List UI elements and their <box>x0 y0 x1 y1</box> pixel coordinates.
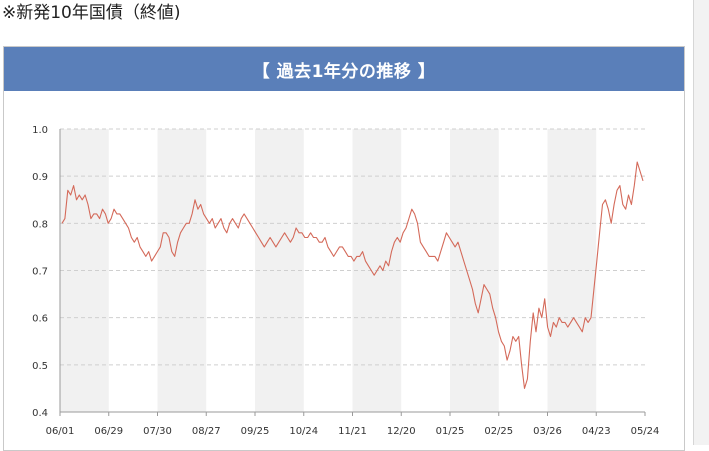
x-tick-label: 04/23 <box>582 426 611 437</box>
x-tick-label: 05/24 <box>631 426 660 437</box>
y-tick-label: 0.9 <box>32 172 48 183</box>
y-tick-label: 0.6 <box>32 314 48 325</box>
x-tick-label: 08/27 <box>192 426 221 437</box>
x-tick-label: 07/30 <box>143 426 172 437</box>
x-tick-label: 12/20 <box>387 426 416 437</box>
chart-title: 【 過去1年分の推移 】 <box>252 61 436 82</box>
x-tick-label: 11/21 <box>338 426 367 437</box>
x-tick-label: 03/26 <box>533 426 562 437</box>
y-tick-label: 0.4 <box>32 408 48 419</box>
panel-header: 【 過去1年分の推移 】 <box>4 47 684 91</box>
y-tick-label: 0.8 <box>32 219 48 230</box>
x-tick-label: 06/29 <box>94 426 123 437</box>
y-tick-label: 0.7 <box>32 267 48 278</box>
x-tick-label: 02/25 <box>484 426 513 437</box>
x-tick-label: 06/01 <box>46 426 75 437</box>
y-tick-label: 1.0 <box>32 125 48 136</box>
x-tick-label: 09/25 <box>241 426 270 437</box>
x-tick-label: 10/24 <box>289 426 318 437</box>
y-tick-label: 0.5 <box>32 361 48 372</box>
series-line <box>61 161 644 389</box>
x-tick-label: 01/25 <box>436 426 465 437</box>
page-heading: ※新発10年国債（終値) <box>2 3 181 23</box>
scrollbar-track[interactable] <box>693 0 709 445</box>
